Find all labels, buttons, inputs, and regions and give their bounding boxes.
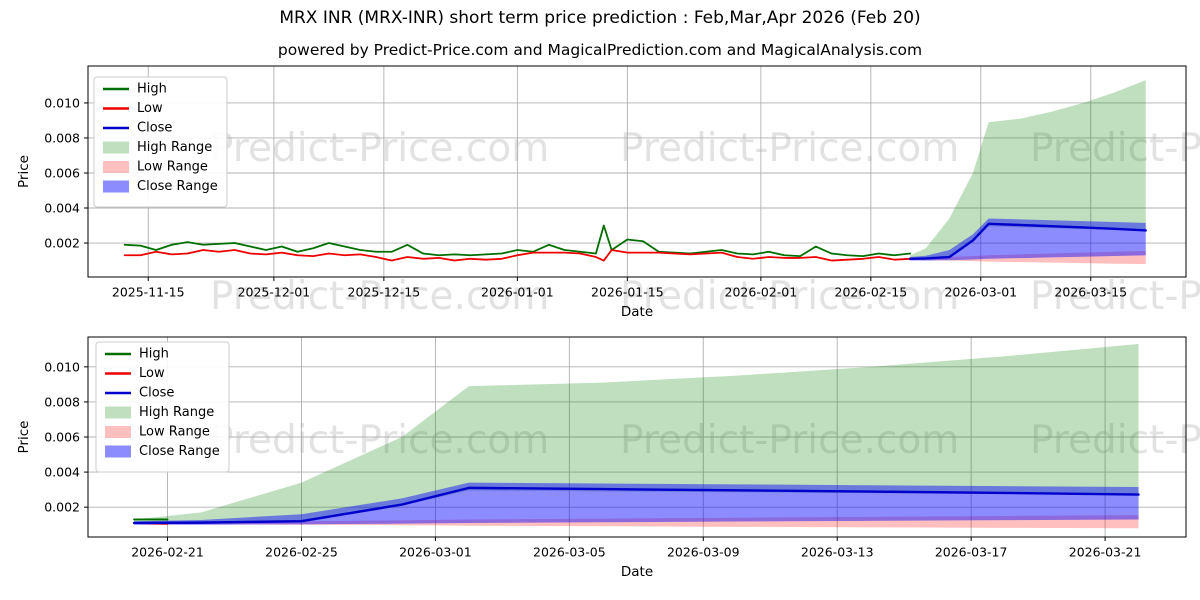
legend-swatch (103, 141, 129, 154)
x-tick-label: 2026-02-21 (131, 545, 204, 560)
legend-item-label: Low (137, 101, 163, 116)
y-tick-label: 0.004 (44, 201, 80, 216)
x-tick-label: 2026-01-15 (591, 285, 664, 300)
legend-item-label: Close Range (137, 179, 218, 194)
y-tick-label: 0.008 (44, 394, 80, 409)
high-range-band (134, 344, 1139, 524)
legend-item-label: High Range (137, 140, 212, 155)
x-axis-label: Date (621, 564, 653, 580)
y-tick-label: 0.010 (44, 95, 80, 110)
x-tick-label: 2025-12-01 (238, 285, 311, 300)
close-line (132, 486, 1140, 525)
legend-item-label: Low Range (137, 160, 208, 175)
y-axis-label: Price (16, 155, 32, 188)
high-line (123, 224, 912, 258)
x-tick-label: 2026-02-15 (835, 285, 908, 300)
legend-swatch (103, 180, 129, 193)
x-tick-label: 2025-12-15 (348, 285, 421, 300)
y-tick-label: 0.010 (44, 359, 80, 374)
low-range-band (910, 250, 1146, 265)
plot-border (87, 65, 1187, 278)
x-tick-label: 2026-03-05 (533, 545, 606, 560)
legend-swatch (103, 161, 129, 173)
prediction-zoom-chart: 2026-02-21 2026-02-25 2026-03-01 2026-03-05… (16, 336, 1187, 580)
legend-item-label: Close Range (139, 444, 220, 459)
x-tick-label: 2026-03-13 (801, 545, 874, 560)
legend-swatch (105, 445, 131, 458)
y-tick-label: 0.006 (44, 165, 80, 180)
x-tick-label: 2026-03-21 (1069, 545, 1142, 560)
x-tick-label: 2026-01-01 (481, 285, 554, 300)
legend-item-label: Low Range (139, 425, 210, 440)
legend-item-label: Close (139, 386, 174, 401)
x-tick-label: 2026-03-17 (935, 545, 1008, 560)
overview-chart: 2025-11-15 2025-12-01 2025-12-15 2026-01-01… (16, 65, 1187, 320)
legend-item-label: High (137, 82, 167, 97)
legend-item-label: High (139, 347, 169, 362)
y-tick-label: 0.002 (44, 236, 80, 251)
x-tick-label: 2026-03-15 (1054, 285, 1127, 300)
x-tick-label: 2026-03-09 (667, 545, 740, 560)
figure-title: MRX INR (MRX-INR) short term price predi… (279, 8, 921, 28)
close-range-band (910, 218, 1146, 261)
legend-item-label: Low (139, 366, 165, 381)
y-tick-label: 0.006 (44, 430, 80, 445)
y-tick-label: 0.008 (44, 130, 80, 145)
legend-item-label: High Range (139, 405, 214, 420)
high-range-band (910, 80, 1146, 260)
x-tick-label: 2026-02-01 (725, 285, 798, 300)
figure-subtitle: powered by Predict-Price.com and Magical… (277, 41, 923, 59)
y-tick-label: 0.004 (44, 465, 80, 480)
close-line (908, 222, 1147, 260)
x-tick-label: 2025-11-15 (112, 285, 185, 300)
legend-swatch (105, 406, 131, 419)
y-tick-label: 0.002 (44, 500, 80, 515)
x-axis-label: Date (621, 304, 653, 320)
x-tick-label: 2026-03-01 (399, 545, 472, 560)
low-range-band (134, 515, 1139, 529)
legend-item-label: Close (137, 121, 172, 136)
x-tick-label: 2026-02-25 (265, 545, 338, 560)
x-tick-label: 2026-03-01 (944, 285, 1017, 300)
low-line (123, 249, 912, 262)
legend-swatch (105, 426, 131, 438)
close-range-band (134, 482, 1139, 525)
y-axis-label: Price (16, 421, 32, 454)
